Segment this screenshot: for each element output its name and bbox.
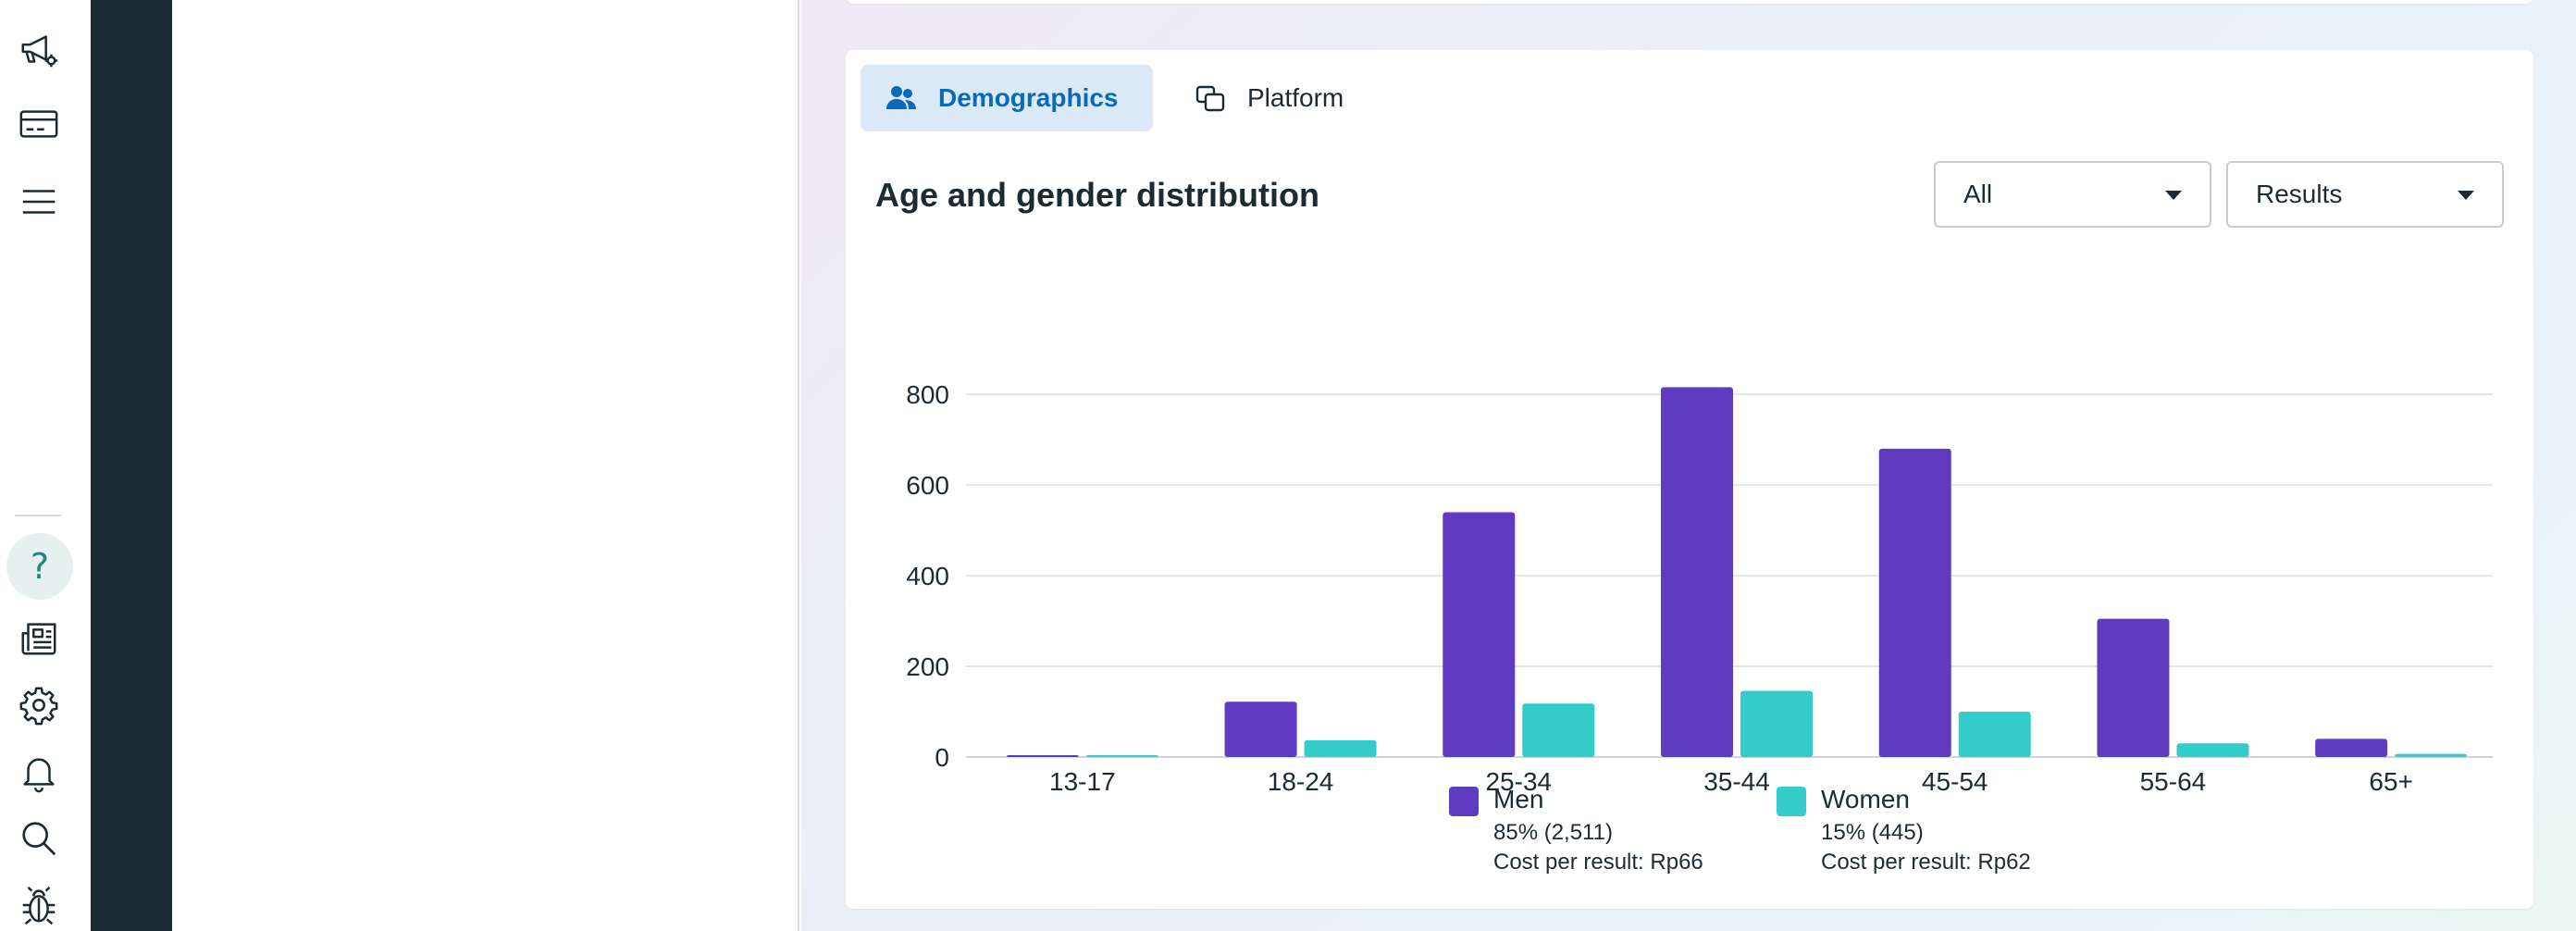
bar-women-65+ xyxy=(2395,753,2468,757)
legend-women-share: 15% (445) xyxy=(1821,820,1924,845)
bar-women-45-54 xyxy=(1958,712,2031,757)
tab-demographics-label: Demographics xyxy=(938,83,1119,112)
tab-platform-label: Platform xyxy=(1247,83,1344,112)
search-icon[interactable] xyxy=(13,813,65,864)
y-tick-label: 800 xyxy=(906,380,949,409)
bar-men-45-54 xyxy=(1878,448,1951,757)
bar-men-55-64 xyxy=(2097,618,2170,757)
left-rail: ? xyxy=(0,0,91,931)
legend-women-cost: Cost per result: Rp62 xyxy=(1821,850,2031,875)
rail-divider xyxy=(15,515,61,516)
legend-women-label: Women xyxy=(1821,785,1910,813)
legend-women-swatch xyxy=(1777,787,1806,816)
tab-demographics[interactable]: Demographics xyxy=(861,65,1153,131)
age-gender-bar-chart: 0 200 400 600 800 13-17 18-24 25-34 35-44 45-54 55… xyxy=(906,380,2493,796)
caret-down-icon xyxy=(2165,191,2182,200)
content-area: Demographics Platform Age and gender dis… xyxy=(801,0,2576,931)
y-tick-label: 400 xyxy=(906,562,949,590)
bar-men-25-34 xyxy=(1443,512,1516,757)
x-tick-label: 25-34 xyxy=(1485,767,1552,796)
x-tick-label: 55-64 xyxy=(2140,767,2207,796)
bar-women-55-64 xyxy=(2176,743,2249,757)
bar-women-13-17 xyxy=(1085,755,1158,757)
caret-down-icon xyxy=(2458,191,2474,200)
gear-icon[interactable] xyxy=(13,679,65,731)
metric-value: Results xyxy=(2256,180,2343,208)
x-tick-label: 18-24 xyxy=(1268,767,1334,796)
x-tick-label: 35-44 xyxy=(1703,767,1770,796)
dark-sidebar xyxy=(91,0,172,931)
legend-men-label: Men xyxy=(1493,785,1544,813)
gender-filter-value: All xyxy=(1963,180,1993,208)
side-panel xyxy=(172,0,799,931)
x-tick-label: 65+ xyxy=(2369,767,2413,796)
y-tick-label: 0 xyxy=(935,743,949,772)
bug-icon[interactable] xyxy=(13,879,65,931)
gender-filter-dropdown[interactable]: All xyxy=(1934,161,2211,228)
bar-men-13-17 xyxy=(1006,755,1079,757)
megaphone-gear-icon[interactable] xyxy=(13,24,65,76)
x-tick-label: 45-54 xyxy=(1922,767,1988,796)
help-button[interactable]: ? xyxy=(6,533,73,600)
newspaper-icon[interactable] xyxy=(13,613,65,664)
legend-men-share: 85% (2,511) xyxy=(1493,820,1613,845)
bar-men-65+ xyxy=(2315,739,2388,757)
metric-dropdown[interactable]: Results xyxy=(2226,161,2504,228)
previous-card xyxy=(846,0,2533,4)
legend-men-cost: Cost per result: Rp66 xyxy=(1493,850,1703,875)
tab-platform[interactable]: Platform xyxy=(1170,65,1364,131)
section-title: Age and gender distribution xyxy=(875,176,1320,214)
bar-women-25-34 xyxy=(1522,703,1595,757)
bar-women-35-44 xyxy=(1740,690,1813,757)
credit-card-icon[interactable] xyxy=(13,98,65,150)
help-icon: ? xyxy=(30,546,50,587)
bar-men-18-24 xyxy=(1224,701,1297,757)
platform-icon xyxy=(1192,80,1229,117)
legend-men-swatch xyxy=(1449,787,1479,816)
y-tick-label: 200 xyxy=(906,652,949,681)
people-icon xyxy=(883,80,920,117)
bell-icon[interactable] xyxy=(13,746,65,798)
bar-men-35-44 xyxy=(1661,387,1733,757)
y-tick-label: 600 xyxy=(906,471,949,500)
breakdown-card: Demographics Platform Age and gender dis… xyxy=(846,50,2533,909)
bar-women-18-24 xyxy=(1304,739,1377,757)
x-tick-label: 13-17 xyxy=(1049,767,1116,796)
menu-icon[interactable] xyxy=(13,176,65,228)
